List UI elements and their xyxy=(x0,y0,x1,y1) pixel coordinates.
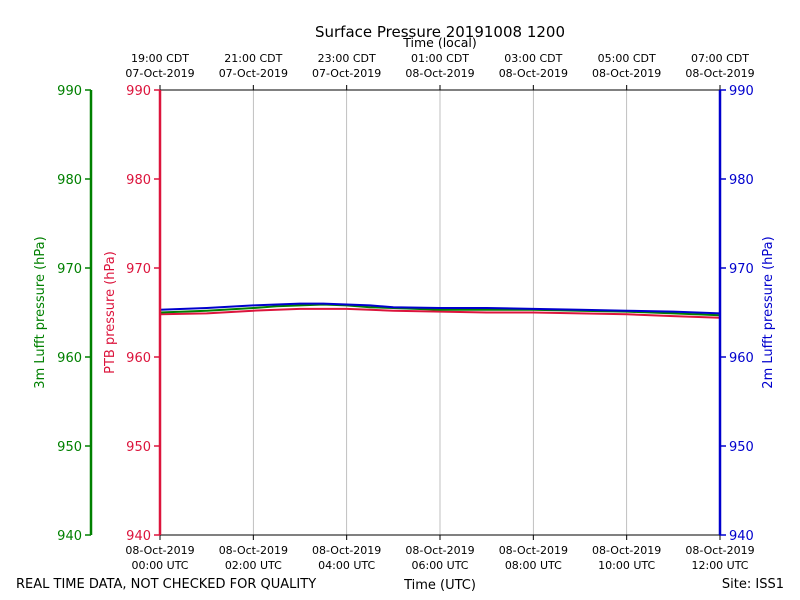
x-tick-label-top-date: 08-Oct-2019 xyxy=(499,67,568,80)
x-ticks: 08-Oct-2019 00:00 UTC 19:00 CDT 07-Oct-2019… xyxy=(125,52,754,572)
x-tick-label-bottom-time: 12:00 UTC xyxy=(691,559,748,572)
x-tick-label-top-date: 07-Oct-2019 xyxy=(219,67,288,80)
y-tick-label-lufft3m: 960 xyxy=(57,351,82,366)
x-tick-label-bottom-time: 06:00 UTC xyxy=(411,559,468,572)
x-tick-label-bottom-time: 04:00 UTC xyxy=(318,559,375,572)
y-tick-label-ptb: 970 xyxy=(126,262,151,277)
x-tick-label-bottom-date: 08-Oct-2019 xyxy=(405,544,474,557)
x-axis-label: Time (UTC) xyxy=(403,578,476,593)
top-axis-label: Time (local) xyxy=(402,35,476,50)
x-tick-label-bottom-date: 08-Oct-2019 xyxy=(499,544,568,557)
x-tick-label-top-date: 08-Oct-2019 xyxy=(592,67,661,80)
y-tick-label-lufft3m: 980 xyxy=(57,173,82,188)
x-tick-label-bottom-date: 08-Oct-2019 xyxy=(685,544,754,557)
x-tick-label-top-time: 05:00 CDT xyxy=(598,52,656,65)
y-tick-label-lufft2m: 970 xyxy=(729,262,754,277)
y-tick-label-lufft2m: 980 xyxy=(729,173,754,188)
y-tick-label-lufft3m: 940 xyxy=(57,529,82,544)
x-tick-label-top-time: 19:00 CDT xyxy=(131,52,189,65)
x-tick-label-bottom-time: 10:00 UTC xyxy=(598,559,655,572)
x-tick-label-top-time: 03:00 CDT xyxy=(504,52,562,65)
y-tick-label-lufft3m: 950 xyxy=(57,440,82,455)
y-axis-label-ptb: PTB pressure (hPa) xyxy=(103,251,118,374)
chart-title: Surface Pressure 20191008 1200 xyxy=(315,23,565,41)
x-tick-label-top-time: 07:00 CDT xyxy=(691,52,749,65)
x-tick-label-top-time: 21:00 CDT xyxy=(224,52,282,65)
x-tick-label-bottom-date: 08-Oct-2019 xyxy=(125,544,194,557)
y-axis-label-lufft2m: 2m Lufft pressure (hPa) xyxy=(761,236,776,388)
x-tick-label-bottom-time: 00:00 UTC xyxy=(131,559,188,572)
y-tick-label-lufft2m: 950 xyxy=(729,440,754,455)
series-line-lufft2m xyxy=(159,302,721,315)
quality-disclaimer: REAL TIME DATA, NOT CHECKED FOR QUALITY xyxy=(16,577,316,592)
x-tick-label-bottom-time: 02:00 UTC xyxy=(225,559,282,572)
y-tick-label-ptb: 940 xyxy=(126,529,151,544)
x-tick-label-bottom-date: 08-Oct-2019 xyxy=(592,544,661,557)
y-tick-label-ptb: 980 xyxy=(126,173,151,188)
y-tick-label-lufft2m: 990 xyxy=(729,84,754,99)
site-label: Site: ISS1 xyxy=(722,577,784,592)
series-line-ptb xyxy=(159,307,721,319)
y-tick-label-ptb: 990 xyxy=(126,84,151,99)
x-tick-label-bottom-time: 08:00 UTC xyxy=(505,559,562,572)
y-tick-label-ptb: 950 xyxy=(126,440,151,455)
x-tick-label-bottom-date: 08-Oct-2019 xyxy=(219,544,288,557)
y-tick-label-lufft2m: 940 xyxy=(729,529,754,544)
x-tick-label-top-date: 07-Oct-2019 xyxy=(125,67,194,80)
y-tick-label-lufft2m: 960 xyxy=(729,351,754,366)
x-tick-label-bottom-date: 08-Oct-2019 xyxy=(312,544,381,557)
x-tick-label-top-date: 08-Oct-2019 xyxy=(405,67,474,80)
plot-series xyxy=(159,302,721,319)
y-tick-label-lufft3m: 970 xyxy=(57,262,82,277)
x-tick-label-top-time: 01:00 CDT xyxy=(411,52,469,65)
y-tick-label-lufft3m: 990 xyxy=(57,84,82,99)
x-tick-label-top-date: 07-Oct-2019 xyxy=(312,67,381,80)
y-axes: 940 950 960 970 980 990 3m Lufft pressure (hPa… xyxy=(33,84,776,544)
y-tick-label-ptb: 960 xyxy=(126,351,151,366)
x-tick-label-top-time: 23:00 CDT xyxy=(318,52,376,65)
x-tick-label-top-date: 08-Oct-2019 xyxy=(685,67,754,80)
y-axis-label-lufft3m: 3m Lufft pressure (hPa) xyxy=(33,236,48,388)
